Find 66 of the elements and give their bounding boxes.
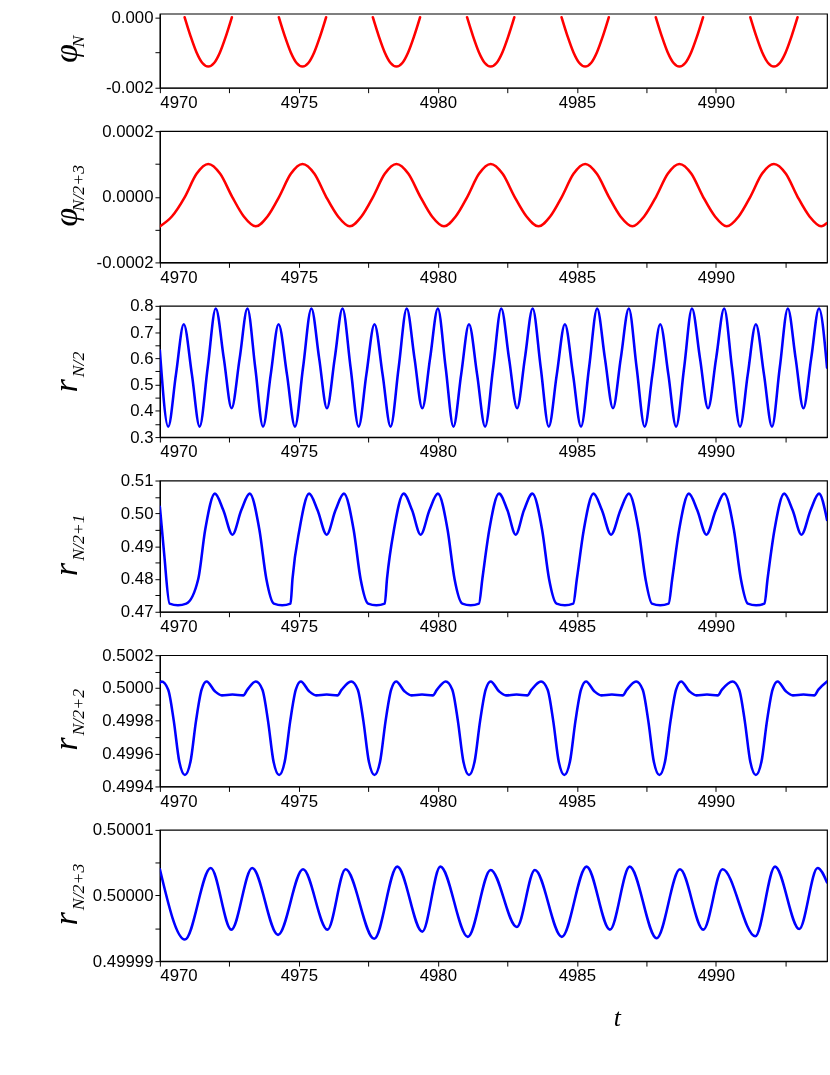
x-tick-label: 4990 [697,966,735,986]
x-tick-label: 4970 [160,267,198,287]
x-tick-label: 4980 [419,92,458,112]
y-tick-label: -0.002 [105,78,154,98]
y-tick-label: 0.47 [120,602,154,622]
x-axis-title: t [613,1002,622,1032]
y-tick-label: 0.4994 [102,776,154,796]
y-tick-label: 0.48 [120,569,154,589]
y-tick-label: 0.0000 [102,187,154,207]
x-tick-label: 4985 [558,442,596,462]
y-tick-label: 0.49 [120,536,154,556]
y-tick-label: 0.51 [120,470,154,490]
x-tick-label: 4990 [697,791,735,811]
y-tick-label: 0.4996 [102,744,154,764]
x-tick-label: 4970 [160,442,198,462]
y-tick-label: 0.7 [130,322,154,342]
y-tick-label: 0.3 [130,427,154,447]
x-tick-label: 4975 [280,267,319,287]
x-tick-label: 4975 [280,92,319,112]
y-axis-title: φN [46,34,88,63]
y-tick-label: 0.50 [120,503,154,523]
x-tick-label: 4985 [558,791,596,811]
x-tick-label: 4980 [419,791,458,811]
x-tick-label: 4970 [160,966,198,986]
y-tick-label: 0.5002 [102,645,154,665]
y-tick-label: 0.5000 [102,678,154,698]
y-tick-label: 0.5 [130,375,154,395]
x-tick-label: 4990 [697,267,735,287]
x-tick-label: 4990 [697,92,735,112]
x-tick-label: 4985 [558,617,596,637]
x-tick-label: 4975 [280,442,319,462]
x-tick-label: 4985 [558,966,596,986]
y-tick-label: 0.8 [130,296,154,316]
y-tick-label: 0.000 [111,7,154,27]
y-tick-label: 0.4 [130,401,154,421]
y-tick-label: 0.4998 [102,711,154,731]
y-tick-label: 0.50001 [92,820,154,840]
line-series [159,162,828,228]
line-series [159,865,828,941]
x-tick-label: 4975 [280,966,319,986]
y-tick-label: -0.0002 [96,252,154,272]
x-tick-label: 4985 [558,267,596,287]
x-tick-label: 4980 [419,442,458,462]
y-tick-label: 0.6 [130,348,154,368]
y-tick-label: 0.50000 [92,885,154,905]
line-series [159,307,828,428]
y-axis-title: rN/2+3 [46,863,88,926]
x-tick-label: 4975 [280,617,319,637]
line-series [159,492,828,607]
x-tick-label: 4970 [160,92,198,112]
y-tick-label: 0.49999 [92,951,154,971]
line-series [159,680,828,777]
y-axis-title: rN/2+1 [46,514,88,576]
x-tick-label: 4980 [419,617,458,637]
y-axis-title: φN/2+3 [46,164,88,227]
y-tick-label: 0.0002 [102,121,154,141]
x-tick-label: 4970 [160,617,198,637]
x-tick-label: 4980 [419,267,458,287]
x-tick-label: 4985 [558,92,596,112]
x-tick-label: 4970 [160,791,198,811]
x-tick-label: 4990 [697,617,735,637]
y-axis-title: rN/2 [46,351,88,393]
x-tick-label: 4975 [280,791,319,811]
x-tick-label: 4980 [419,966,458,986]
x-tick-label: 4990 [697,442,735,462]
y-axis-title: rN/2+2 [46,688,88,751]
